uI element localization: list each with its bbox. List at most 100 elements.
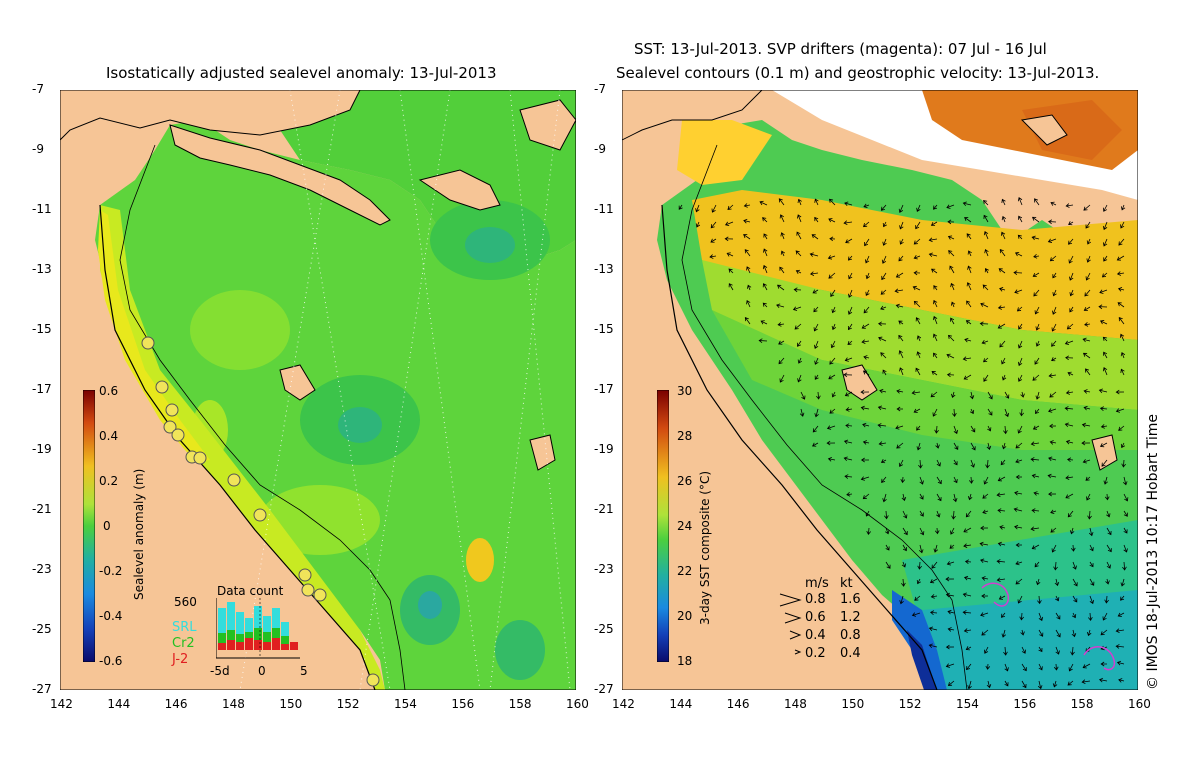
velocity-arrow [901, 578, 906, 587]
velocity-arrow [947, 334, 955, 342]
velocity-arrow [845, 407, 853, 412]
velocity-arrow [1052, 306, 1057, 315]
velocity-arrow [932, 333, 938, 342]
velocity-arrow [1030, 441, 1040, 447]
anomaly-blob [418, 591, 442, 619]
x-tick-label: 158 [508, 697, 532, 711]
y-tick-label: -27 [594, 682, 614, 696]
velocity-arrow [1015, 442, 1023, 449]
velocity-arrow [1099, 289, 1108, 294]
data-count-max: 560 [174, 595, 197, 609]
velocity-arrow [1017, 374, 1023, 382]
colorbar-title: 3-day SST composite (°C) [698, 470, 712, 625]
velocity-arrow [1015, 560, 1023, 566]
velocity-arrow [1014, 524, 1023, 530]
velocity-arrow [1103, 255, 1108, 262]
velocity-arrow [879, 388, 887, 394]
velocity-arrow [911, 390, 921, 396]
velocity-arrow [969, 408, 975, 415]
velocity-arrow [1000, 459, 1006, 466]
x-tick-label: 142 [612, 697, 635, 711]
velocity-arrow [1120, 351, 1126, 359]
velocity-arrow [743, 234, 751, 240]
velocity-arrow [711, 204, 717, 213]
island [519, 99, 576, 151]
velocity-arrow [1068, 663, 1074, 672]
shelf-contour [119, 144, 406, 690]
velocity-arrow [816, 391, 821, 400]
velocity-arrow [894, 288, 904, 294]
velocity-arrow [1117, 612, 1125, 617]
velocity-arrow [1084, 322, 1091, 327]
velocity-arrow [847, 306, 853, 315]
y-tick-label: -9 [32, 142, 44, 156]
velocity-arrow [812, 289, 819, 294]
y-tick-label: -25 [594, 622, 614, 636]
velocity-arrow [1088, 527, 1094, 537]
right-panel-title-line2: Sealevel contours (0.1 m) and geostrophi… [616, 64, 1100, 82]
velocity-arrow [953, 476, 958, 484]
velocity-arrow [797, 340, 802, 347]
velocity-arrow [898, 350, 904, 359]
velocity-arrow [895, 425, 904, 430]
velocity-arrow [945, 644, 955, 650]
velocity-arrow [967, 250, 972, 257]
x-tick-label: 148 [222, 697, 245, 711]
velocity-arrow [878, 336, 887, 342]
velocity-arrow [949, 265, 955, 274]
velocity-arrow [966, 663, 972, 671]
velocity-arrow [1004, 391, 1010, 399]
velocity-arrow [945, 663, 955, 668]
velocity-arrow [1106, 527, 1112, 536]
velocity-arrow [1088, 612, 1093, 622]
velocity-arrow [1001, 374, 1007, 381]
velocity-arrow [1017, 595, 1023, 604]
coastal-band-inner [98, 210, 210, 462]
velocity-arrow [860, 476, 870, 481]
velocity-arrow [1031, 473, 1040, 479]
velocity-arrow [862, 370, 870, 376]
velocity-arrow [1031, 508, 1040, 513]
velocity-arrow [1031, 544, 1040, 550]
colorbar-label: 0.4 [99, 429, 119, 443]
velocity-arrow [1120, 578, 1126, 587]
velocity-arrow [952, 493, 958, 503]
velocity-arrow [826, 425, 836, 430]
velocity-arrow [1115, 389, 1125, 395]
velocity-arrow [1035, 391, 1040, 400]
velocity-arrow [1065, 203, 1074, 208]
velocity-arrow [746, 300, 751, 308]
velocity-arrow [967, 265, 972, 274]
velocity-arrow [844, 391, 853, 397]
velocity-arrow [863, 221, 870, 228]
velocity-arrow [1086, 493, 1091, 501]
velocity-arrow [845, 238, 853, 244]
data-count-histogram [216, 598, 300, 659]
velocity-arrow [881, 255, 887, 264]
velocity-arrow [1003, 646, 1008, 656]
velocity-arrow [813, 323, 819, 332]
velocity-arrow [984, 267, 989, 274]
velocity-arrow [967, 493, 973, 501]
velocity-arrow [847, 289, 853, 298]
velocity-arrow [950, 317, 955, 325]
velocity-arrow [1089, 561, 1094, 568]
velocity-arrow [1098, 677, 1108, 683]
velocity-arrow [928, 643, 938, 649]
velocity-arrow [863, 355, 870, 360]
velocity-arrow [800, 391, 806, 400]
velocity-arrow [1106, 544, 1112, 553]
velocity-arrow [844, 201, 853, 207]
velocity-arrow [1085, 221, 1091, 229]
velocity-arrow [1052, 680, 1058, 688]
velocity-arrow [695, 204, 700, 213]
sst-cold-edge [907, 630, 937, 690]
velocity-arrow [928, 626, 938, 632]
velocity-arrow [1035, 340, 1041, 347]
velocity-arrow [970, 425, 976, 433]
velocity-arrow [1050, 527, 1057, 533]
velocity-arrow [1032, 272, 1040, 278]
velocity-arrow [899, 367, 904, 376]
velocity-arrow [885, 561, 891, 569]
histogram-bars [218, 602, 298, 650]
